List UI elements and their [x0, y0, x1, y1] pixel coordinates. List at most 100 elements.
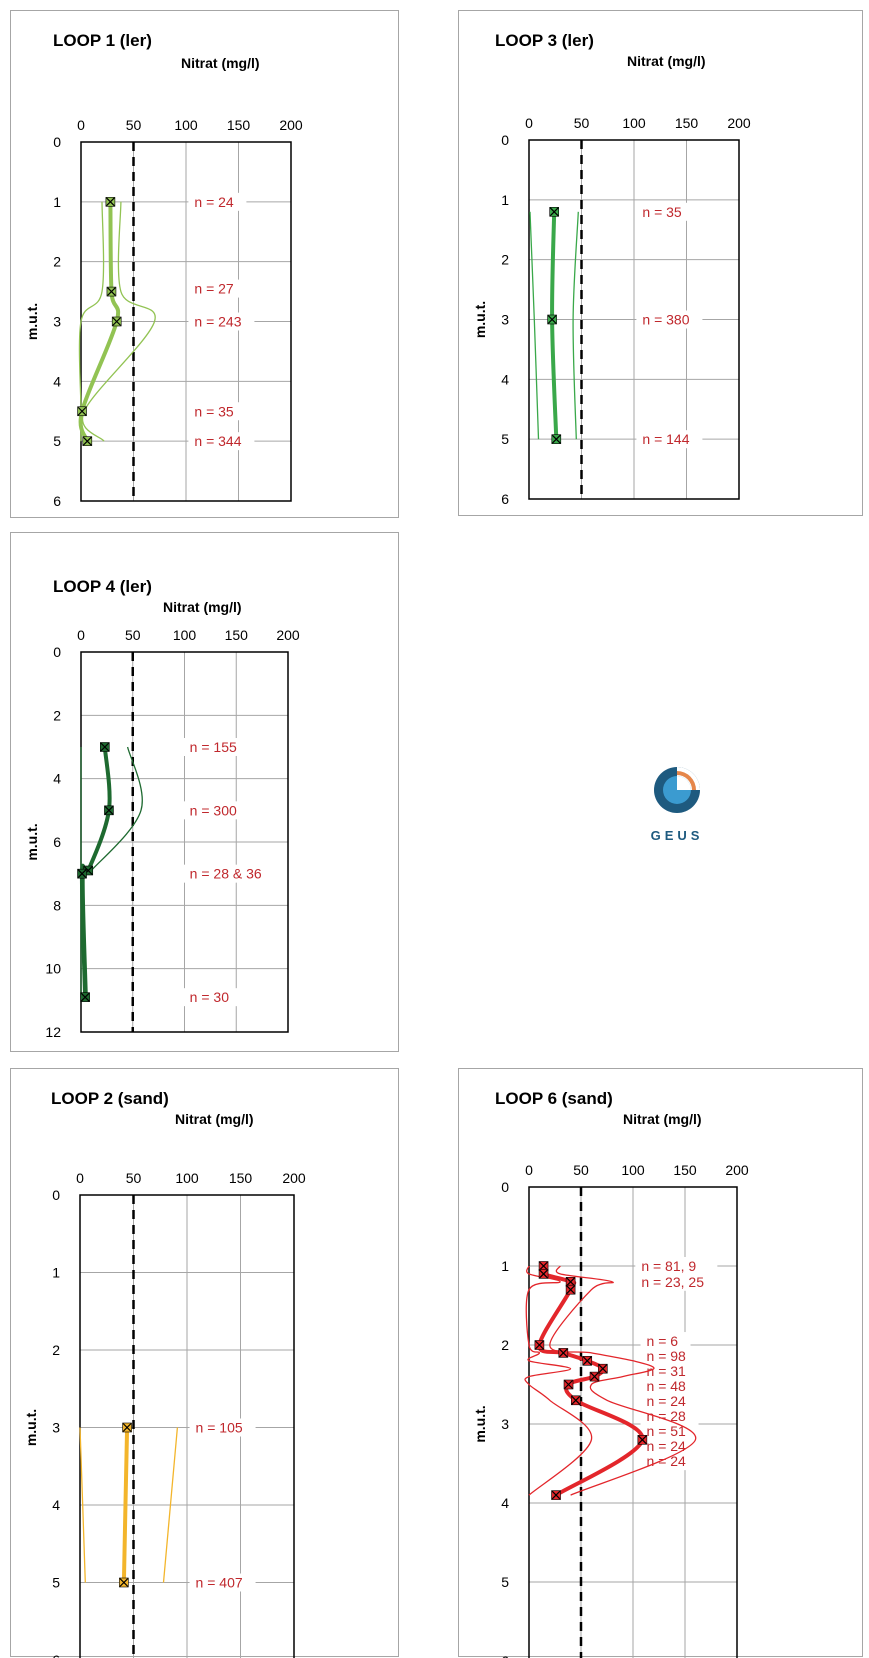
- sample-count-annotation: n = 300: [190, 802, 237, 818]
- x-tick-label: 100: [173, 627, 197, 643]
- x-tick-label: 200: [282, 1170, 306, 1186]
- annotation-background: [183, 988, 242, 1007]
- sample-count-annotation: n = 27: [194, 281, 234, 297]
- y-tick-label: 2: [53, 254, 61, 270]
- data-point-marker: [549, 207, 559, 217]
- y-tick-label: 8: [53, 897, 61, 913]
- y-tick-label: 5: [53, 433, 61, 449]
- annotation-background: [640, 1437, 699, 1456]
- y-tick-label: 1: [501, 192, 509, 208]
- sample-count-annotation: n = 81, 9: [641, 1258, 696, 1274]
- geus-logo-icon: [654, 767, 700, 813]
- data-point-marker: [551, 1490, 561, 1500]
- sample-count-annotation: n = 24: [647, 1393, 687, 1409]
- marker-cross: [549, 207, 559, 217]
- y-tick-label: 6: [53, 834, 61, 850]
- annotation-background: [189, 1418, 256, 1437]
- sample-count-annotation: n = 48: [647, 1378, 687, 1394]
- marker-cross: [100, 742, 110, 752]
- marker-cross: [571, 1395, 581, 1405]
- y-axis-label: m.u.t.: [472, 1405, 488, 1442]
- y-tick-label: 6: [501, 1653, 509, 1658]
- sample-count-annotation: n = 6: [647, 1333, 679, 1349]
- x-tick-label: 50: [126, 1170, 142, 1186]
- chart-title: LOOP 4 (ler): [53, 577, 152, 596]
- sample-count-annotation: n = 155: [190, 739, 237, 755]
- y-tick-label: 0: [52, 1187, 60, 1203]
- data-point-marker: [106, 286, 117, 297]
- annotation-background: [636, 310, 703, 329]
- upper-bound-line: [162, 1427, 179, 1583]
- annotation-background: [188, 402, 247, 421]
- marker-cross: [82, 436, 92, 446]
- marker-cross: [566, 1277, 576, 1287]
- chart-title: LOOP 6 (sand): [495, 1089, 613, 1108]
- marker-cross: [547, 315, 557, 324]
- chart-title: LOOP 2 (sand): [51, 1089, 169, 1108]
- x-tick-label: 0: [76, 1170, 84, 1186]
- y-tick-label: 4: [53, 373, 61, 389]
- y-tick-label: 3: [501, 1416, 509, 1432]
- sample-count-annotation: n = 35: [642, 204, 682, 220]
- y-tick-label: 2: [501, 252, 509, 268]
- marker-cross: [107, 287, 116, 297]
- marker-cross: [551, 434, 561, 444]
- y-tick-label: 1: [52, 1265, 60, 1281]
- y-tick-label: 0: [53, 134, 61, 150]
- data-point-marker: [77, 868, 87, 879]
- chart-title: LOOP 1 (ler): [53, 31, 152, 50]
- annotation-background: [640, 1452, 699, 1471]
- y-tick-label: 5: [52, 1575, 60, 1591]
- sample-count-annotation: n = 28: [647, 1408, 687, 1424]
- annotation-background: [640, 1362, 699, 1381]
- x-tick-label: 200: [276, 627, 300, 643]
- plot-area-frame: [528, 139, 740, 500]
- marker-cross: [551, 1490, 561, 1500]
- x-tick-label: 0: [77, 627, 85, 643]
- chart-panel-loop-1: LOOP 1 (ler) Nitrat (mg/l) 0 50 100 150 200 0…: [10, 10, 399, 518]
- x-tick-label: 150: [675, 115, 699, 131]
- x-tick-label: 150: [225, 627, 249, 643]
- chart-panel-loop-2: LOOP 2 (sand) Nitrat (mg/l) 0 50 100 150 200…: [10, 1068, 399, 1658]
- y-tick-label: 2: [53, 707, 61, 723]
- logo-text: GEUS: [650, 828, 704, 843]
- x-tick-label: 50: [573, 1162, 589, 1178]
- chart-panel-loop-3: LOOP 3 (ler) Nitrat (mg/l) 0 50 100 150 200 0…: [458, 10, 863, 516]
- marker-cross: [539, 1261, 548, 1271]
- annotation-background: [636, 202, 695, 221]
- y-tick-label: 3: [52, 1420, 60, 1436]
- y-tick-label: 4: [53, 771, 61, 787]
- annotation-background: [188, 192, 247, 211]
- y-tick-label: 4: [501, 1495, 509, 1511]
- data-point-marker: [122, 1422, 132, 1433]
- x-tick-label: 100: [621, 1162, 645, 1178]
- y-tick-label: 2: [501, 1337, 509, 1353]
- marker-cross: [112, 317, 122, 326]
- annotation-background: [183, 864, 282, 883]
- marker-cross: [598, 1364, 608, 1374]
- sample-count-annotation: n = 31: [647, 1363, 687, 1379]
- x-tick-label: 150: [227, 117, 251, 133]
- marker-cross: [582, 1356, 592, 1366]
- sample-count-annotation: n = 24: [194, 194, 234, 210]
- x-tick-label: 150: [673, 1162, 697, 1178]
- sample-count-annotation: n = 243: [194, 314, 241, 330]
- data-point-marker: [538, 1269, 549, 1279]
- y-tick-label: 2: [52, 1342, 60, 1358]
- sample-count-annotation: n = 407: [196, 1575, 243, 1591]
- data-point-marker: [547, 314, 557, 325]
- upper-bound-line: [549, 1265, 697, 1496]
- marker-cross: [80, 992, 90, 1002]
- x-tick-label: 100: [174, 117, 198, 133]
- data-point-marker: [105, 197, 116, 207]
- sample-count-annotation: n = 344: [194, 433, 241, 449]
- annotation-background: [188, 312, 255, 331]
- sample-count-annotation: n = 23, 25: [641, 1274, 704, 1290]
- lower-bound-line: [529, 211, 540, 440]
- marker-cross: [637, 1435, 647, 1445]
- annotation-background: [640, 1407, 699, 1426]
- marker-cross: [534, 1340, 544, 1350]
- x-tick-label: 50: [126, 117, 142, 133]
- marker-cross: [539, 1269, 548, 1279]
- y-tick-label: 5: [501, 431, 509, 447]
